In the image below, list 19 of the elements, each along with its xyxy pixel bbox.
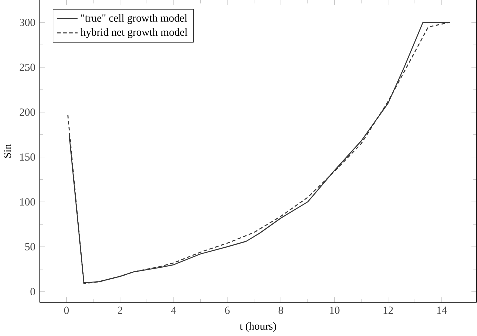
- x-tick-label: 10: [330, 306, 340, 314]
- x-tick-label: 0: [64, 306, 70, 314]
- legend-label: "true" cell growth model: [81, 14, 188, 24]
- x-tick-label: 2: [118, 306, 122, 314]
- x-axis-title: t (hours): [240, 322, 276, 332]
- x-tick-label: 4: [171, 306, 176, 314]
- y-tick-label: 300: [20, 18, 36, 26]
- x-tick-label: 14: [437, 306, 448, 314]
- y-axis-title: Sin: [4, 144, 12, 158]
- x-tick-label: 6: [225, 306, 230, 314]
- legend-label: hybrid net growth model: [80, 28, 188, 38]
- y-tick-label: 100: [20, 198, 36, 206]
- y-tick-label: 50: [26, 243, 36, 251]
- y-tick-label: 0: [30, 288, 36, 296]
- y-tick-label: 250: [20, 64, 36, 72]
- y-tick-label: 150: [20, 154, 36, 161]
- x-tick-label: 8: [278, 306, 284, 314]
- y-tick-label: 200: [20, 108, 36, 116]
- x-tick-label: 12: [384, 306, 394, 314]
